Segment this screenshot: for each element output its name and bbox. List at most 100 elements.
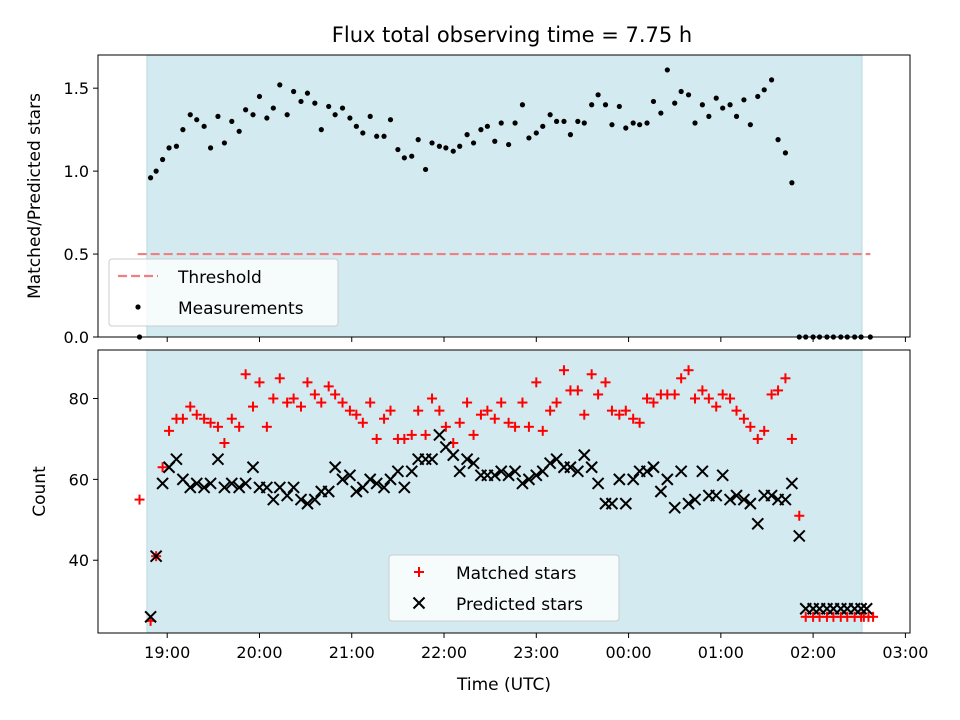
bottom-y-axis-label: Count	[30, 466, 50, 517]
matched-star-point	[234, 421, 245, 432]
predicted-star-point	[328, 461, 342, 474]
x-tick-label: 23:00	[513, 643, 559, 662]
x-tick-label: 22:00	[421, 643, 467, 662]
measurement-point	[187, 112, 193, 118]
predicted-star-point	[730, 489, 743, 502]
predicted-star-point	[156, 477, 169, 490]
y-tick-label: 1.0	[64, 162, 89, 181]
matched-star-point	[628, 413, 639, 424]
measurement-point	[207, 145, 214, 151]
matched-star-point	[282, 397, 293, 408]
measurement-point	[616, 103, 622, 110]
matched-star-point	[357, 417, 368, 428]
measurement-point	[519, 102, 526, 108]
matched-star-point	[164, 425, 175, 436]
predicted-star-point	[149, 549, 163, 563]
x-tick-label: 21:00	[329, 643, 375, 662]
predicted-star-point	[605, 497, 619, 510]
measurement-point	[492, 138, 498, 144]
matched-star-point	[157, 462, 168, 473]
measurement-point	[623, 125, 629, 131]
measurement-point	[201, 123, 207, 129]
measurement-point	[602, 102, 609, 108]
y-tick-label: 0.5	[64, 245, 89, 264]
predicted-star-point	[190, 477, 203, 490]
predicted-star-point	[204, 477, 217, 490]
predicted-star-point	[640, 465, 654, 478]
predicted-star-point	[682, 497, 695, 510]
predicted-star-point	[530, 469, 543, 482]
top-y-axis-label: Matched/Predicted stars	[25, 93, 45, 299]
y-tick-label: 80	[69, 390, 89, 409]
predicted-star-point	[710, 489, 723, 502]
matched-star-point	[406, 429, 417, 440]
matched-star-point	[676, 373, 687, 384]
x-axis-label: Time (UTC)	[456, 675, 551, 695]
matched-star-point	[669, 389, 680, 400]
matched-star-point	[205, 417, 216, 428]
legend-matched-swatch	[414, 567, 424, 577]
predicted-star-point	[571, 465, 585, 478]
legend-threshold-label: Threshold	[177, 268, 262, 288]
matched-star-point	[545, 405, 556, 416]
predicted-star-point	[398, 481, 411, 494]
predicted-star-point	[502, 469, 515, 482]
measurement-point	[180, 127, 186, 133]
predicted-star-point	[308, 493, 322, 506]
x-tick-label: 01:00	[698, 643, 744, 662]
x-tick-label: 20:00	[236, 643, 282, 662]
top-legend-box	[108, 258, 339, 327]
measurement-point	[173, 143, 180, 149]
measurement-point	[381, 133, 387, 139]
predicted-star-point	[543, 456, 557, 470]
matched-star-point	[323, 381, 334, 392]
matched-star-point	[752, 433, 763, 444]
measurement-point	[755, 93, 761, 100]
predicted-star-point	[405, 465, 418, 478]
legend-predicted-swatch	[412, 596, 426, 610]
predicted-star-point	[433, 428, 446, 442]
top-panel: 0.0 0.5 1.0 1.5 Flux total observing time =…	[25, 23, 911, 347]
x-tick-label: 02:00	[790, 643, 836, 662]
predicted-star-point	[744, 497, 757, 510]
matched-star-point	[620, 405, 631, 416]
measurement-point	[270, 105, 276, 111]
matched-star-point	[697, 385, 708, 396]
measurement-point	[332, 112, 338, 118]
matched-star-point	[226, 413, 237, 424]
matched-star-point	[634, 417, 645, 428]
measurement-point	[672, 100, 678, 106]
matched-star-point	[537, 425, 548, 436]
measurement-point	[422, 166, 429, 173]
matched-star-point	[579, 409, 590, 420]
measurement-point	[264, 115, 270, 121]
legend-measurements-label: Measurements	[178, 299, 304, 319]
measurement-point	[166, 145, 172, 151]
measurement-point	[409, 153, 415, 159]
predicted-star-point	[723, 493, 737, 506]
matched-star-point	[309, 389, 320, 400]
measurement-point	[450, 148, 456, 154]
matched-star-point	[212, 421, 223, 432]
x-tick-label: 00:00	[606, 643, 652, 662]
matched-star-point	[134, 494, 145, 505]
measurement-point	[526, 135, 532, 141]
measurement-point	[159, 156, 166, 163]
bottom-legend-box	[388, 554, 620, 622]
bottom-legend: Matched stars Predicted stars	[388, 554, 620, 622]
measurement-point	[374, 133, 380, 139]
predicted-star-point	[765, 489, 778, 502]
matched-star-point	[371, 433, 382, 444]
measurement-point	[685, 92, 692, 98]
measurement-point	[194, 117, 200, 123]
predicted-star-point	[613, 473, 626, 486]
measurement-point	[658, 110, 664, 116]
predicted-star-point	[751, 517, 764, 531]
matched-star-point	[572, 385, 583, 396]
predicted-star-point	[336, 473, 349, 486]
y-tick-label: 0.0	[64, 328, 89, 347]
measurement-point	[678, 88, 684, 95]
predicted-star-point	[785, 477, 799, 490]
matched-star-point	[420, 429, 431, 440]
measurement-point	[250, 112, 256, 118]
